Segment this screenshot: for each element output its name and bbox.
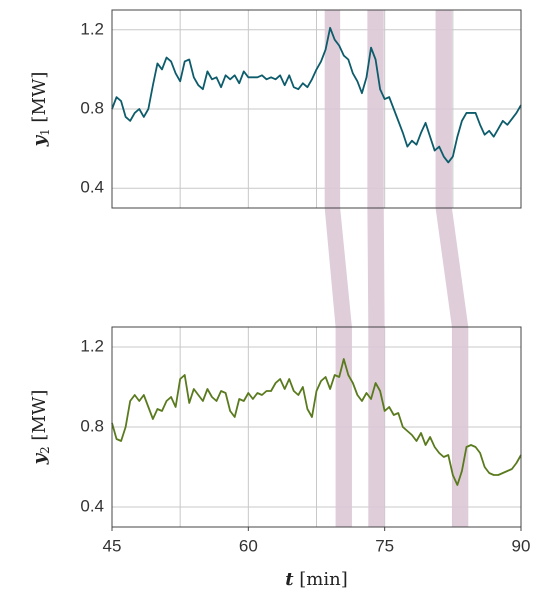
x-axis-label: t [min] <box>285 569 348 590</box>
y-axis-unit: [MW] <box>29 72 50 129</box>
y-tick-label: 0.8 <box>80 416 104 435</box>
y-axis-subscript: 2 <box>38 446 52 454</box>
data-line <box>111 26 522 164</box>
plot-frame <box>111 326 522 528</box>
y-axis-symbol: y <box>29 452 50 465</box>
y-tick-label: 0.8 <box>80 98 104 117</box>
y-axis-symbol: y <box>29 134 50 147</box>
x-tick-label: 45 <box>103 536 122 555</box>
plot-frame <box>111 9 522 209</box>
y-axis-label: y1 [MW] <box>29 72 52 148</box>
y-axis-label: y2 [MW] <box>29 390 52 466</box>
y-tick-label: 1.2 <box>80 336 104 355</box>
x-tick-label: 75 <box>375 536 394 555</box>
y-tick-label: 1.2 <box>80 19 104 38</box>
highlight-band <box>324 10 352 527</box>
x-tick-label: 90 <box>512 536 531 555</box>
x-axis-symbol: t <box>285 569 294 590</box>
y-tick-label: 0.4 <box>80 496 104 515</box>
highlight-band <box>367 10 385 527</box>
highlight-band <box>435 10 469 527</box>
x-tick-label: 60 <box>239 536 258 555</box>
y-axis-unit: [MW] <box>29 390 50 447</box>
y-axis-subscript: 1 <box>38 128 52 136</box>
y-tick-label: 0.4 <box>80 178 104 197</box>
x-axis-unit: [min] <box>294 569 348 590</box>
data-line <box>111 358 522 486</box>
